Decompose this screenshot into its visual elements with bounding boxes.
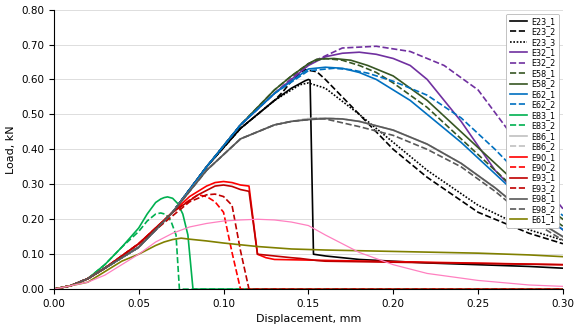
Y-axis label: Load, kN: Load, kN [6,125,16,174]
X-axis label: Displacement, mm: Displacement, mm [256,314,361,324]
Legend: E23_1, E23_2, E23_3, E32_1, E32_2, E58_1, E58_2, E62_1, E62_2, E83_1, E83_2, E86: E23_1, E23_2, E23_3, E32_1, E32_2, E58_1… [506,14,559,228]
